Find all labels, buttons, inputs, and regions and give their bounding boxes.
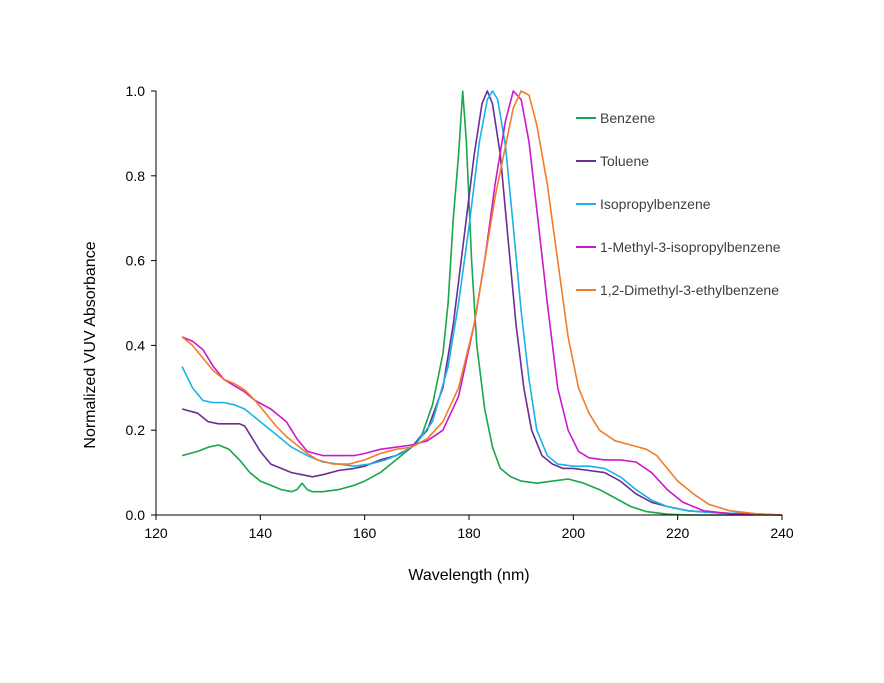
x-axis-title: Wavelength (nm) bbox=[408, 567, 529, 584]
series-line-3 bbox=[181, 90, 783, 516]
y-tick-label: 1.0 bbox=[126, 83, 146, 99]
legend-label: Benzene bbox=[600, 110, 655, 126]
series-line-1 bbox=[181, 90, 782, 516]
y-tick-label: 0.0 bbox=[126, 507, 146, 523]
y-tick-label: 0.6 bbox=[126, 253, 146, 269]
x-tick-label: 220 bbox=[666, 525, 690, 541]
x-tick-label: 240 bbox=[770, 525, 794, 541]
legend-label: Toluene bbox=[600, 153, 649, 169]
series-line-2 bbox=[181, 90, 783, 516]
y-tick-label: 0.4 bbox=[126, 337, 146, 353]
series-line-5 bbox=[181, 90, 783, 516]
x-tick-label: 140 bbox=[249, 525, 273, 541]
x-tick-label: 200 bbox=[562, 525, 586, 541]
legend: Benzene Toluene Isopropylbenzene 1-Methyl-3… bbox=[576, 110, 781, 298]
x-tick-label: 160 bbox=[353, 525, 377, 541]
legend-label: 1-Methyl-3-isopropylbenzene bbox=[600, 239, 781, 255]
y-tick-label: 0.8 bbox=[126, 168, 146, 184]
y-tick-label: 0.2 bbox=[126, 422, 146, 438]
x-tick-label: 120 bbox=[144, 525, 168, 541]
legend-label: 1,2-Dimethyl-3-ethylbenzene bbox=[600, 282, 779, 298]
series-line-4 bbox=[181, 90, 783, 516]
plot-lines bbox=[181, 90, 783, 516]
y-axis-title: Normalized VUV Absorbance bbox=[82, 241, 99, 448]
legend-label: Isopropylbenzene bbox=[600, 196, 711, 212]
x-tick-label: 180 bbox=[457, 525, 481, 541]
axes bbox=[155, 91, 782, 516]
ticks: 120 140 160 180 200 220 240 0.0 0.2 0.4 0.6 0.8 1.0 bbox=[126, 83, 794, 541]
